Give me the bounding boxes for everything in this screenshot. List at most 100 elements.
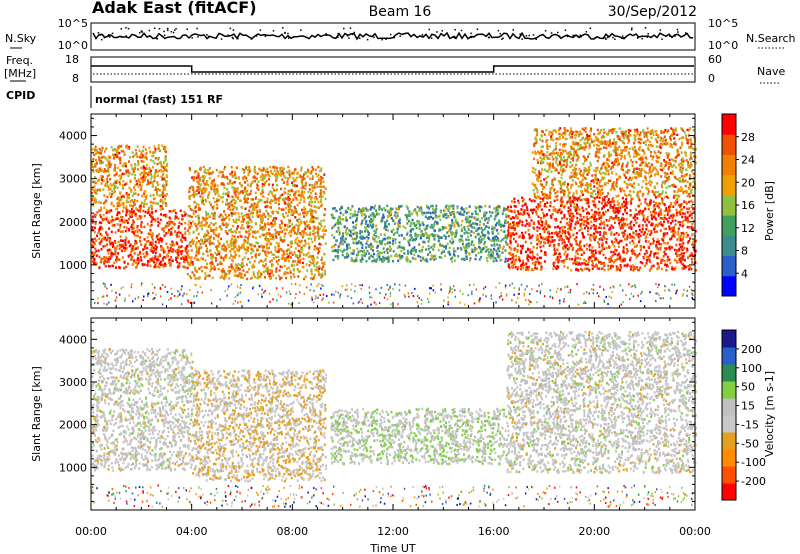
- heatmap-cell: [634, 218, 636, 222]
- heatmap-cell: [162, 202, 165, 205]
- heatmap-cell: [350, 259, 353, 262]
- heatmap-cell: [135, 207, 138, 210]
- heatmap-cell: [203, 203, 205, 206]
- heatmap-cell: [482, 223, 485, 226]
- heatmap-cell: [576, 252, 579, 255]
- heatmap-cell: [287, 196, 290, 199]
- heatmap-cell: [293, 170, 296, 173]
- heatmap-cell: [146, 252, 149, 256]
- heatmap-cell: [315, 266, 318, 269]
- heatmap-cell: [133, 242, 136, 245]
- heatmap-cell: [121, 184, 124, 187]
- heatmap-cell: [209, 227, 212, 230]
- heatmap-cell: [356, 236, 358, 239]
- heatmap-cell: [298, 255, 301, 258]
- heatmap-cell: [261, 249, 264, 252]
- heatmap-cell: [453, 225, 456, 228]
- heatmap-cell: [490, 249, 493, 253]
- heatmap-cell: [462, 213, 465, 217]
- heatmap-cell: [320, 223, 322, 226]
- heatmap-cell: [351, 214, 354, 218]
- heatmap-cell: [94, 181, 97, 185]
- heatmap-cell: [132, 223, 135, 226]
- heatmap-cell: [104, 156, 107, 159]
- heatmap-cell: [290, 245, 293, 248]
- heatmap-cell: [429, 258, 432, 261]
- heatmap-cell: [456, 247, 459, 250]
- heatmap-cell: [357, 240, 360, 243]
- heatmap-cell: [108, 227, 111, 230]
- heatmap-cell: [116, 148, 119, 151]
- heatmap-cell: [219, 213, 222, 216]
- heatmap-cell: [158, 189, 161, 192]
- heatmap-cell: [417, 221, 420, 224]
- heatmap-cell: [308, 260, 311, 263]
- heatmap-cell: [180, 222, 183, 226]
- heatmap-cell: [168, 261, 171, 264]
- heatmap-cell: [316, 256, 319, 259]
- heatmap-cell: [265, 244, 268, 247]
- heatmap-cell: [140, 223, 142, 227]
- heatmap-cell: [113, 223, 116, 227]
- heatmap-cell: [504, 235, 507, 239]
- heatmap-cell: [174, 211, 177, 215]
- heatmap-cell: [558, 230, 561, 233]
- heatmap-cell: [303, 211, 306, 215]
- heatmap-cell: [212, 223, 215, 226]
- heatmap-cell: [362, 207, 365, 210]
- heatmap-cell: [460, 227, 463, 231]
- heatmap-cell: [454, 220, 457, 224]
- heatmap-cell: [149, 249, 152, 252]
- heatmap-cell: [320, 180, 323, 183]
- heatmap-cell: [211, 179, 214, 183]
- heatmap-cell: [99, 162, 102, 165]
- heatmap-cell: [431, 233, 434, 236]
- heatmap-cell: [217, 243, 220, 246]
- heatmap-cell: [225, 202, 227, 206]
- heatmap-cell: [362, 235, 364, 238]
- heatmap-cell: [114, 166, 116, 169]
- heatmap-cell: [158, 194, 161, 197]
- heatmap-cell: [667, 265, 669, 268]
- heatmap-cell: [140, 166, 143, 170]
- heatmap-cell: [437, 215, 440, 219]
- heatmap-cell: [452, 213, 455, 216]
- heatmap-cell: [149, 213, 151, 217]
- heatmap-cell: [96, 168, 99, 171]
- heatmap-cell: [407, 219, 410, 223]
- heatmap-cell: [473, 226, 476, 230]
- heatmap-cell: [285, 259, 287, 262]
- heatmap-cell: [195, 241, 198, 244]
- heatmap-cell: [232, 266, 235, 270]
- heatmap-cell: [359, 230, 362, 233]
- heatmap-cell: [175, 250, 178, 253]
- heatmap-cell: [619, 227, 622, 230]
- heatmap-cell: [286, 257, 289, 260]
- heatmap-cell: [603, 198, 606, 202]
- heatmap-cell: [409, 230, 412, 233]
- heatmap-cell: [440, 252, 443, 255]
- heatmap-cell: [657, 223, 660, 226]
- heatmap-cell: [140, 225, 143, 229]
- heatmap-cell: [242, 242, 245, 245]
- heatmap-cell: [617, 216, 620, 220]
- heatmap-cell: [244, 194, 246, 198]
- heatmap-cell: [516, 249, 519, 252]
- heatmap-cell: [304, 207, 307, 211]
- heatmap-cell: [157, 220, 160, 224]
- heatmap-cell: [529, 248, 532, 251]
- heatmap-cell: [528, 233, 531, 236]
- heatmap-cell: [97, 170, 100, 174]
- noise-search-point: [621, 37, 623, 39]
- heatmap-cell: [176, 248, 179, 252]
- heatmap-cell: [127, 169, 129, 172]
- heatmap-cell: [612, 200, 615, 203]
- heatmap-cell: [393, 214, 396, 217]
- heatmap-cell: [148, 166, 151, 170]
- heatmap-cell: [270, 250, 273, 254]
- heatmap-cell: [133, 234, 136, 237]
- heatmap-cell: [165, 215, 168, 218]
- heatmap-cell: [147, 232, 150, 235]
- heatmap-cell: [393, 222, 396, 225]
- heatmap-cell: [111, 189, 114, 193]
